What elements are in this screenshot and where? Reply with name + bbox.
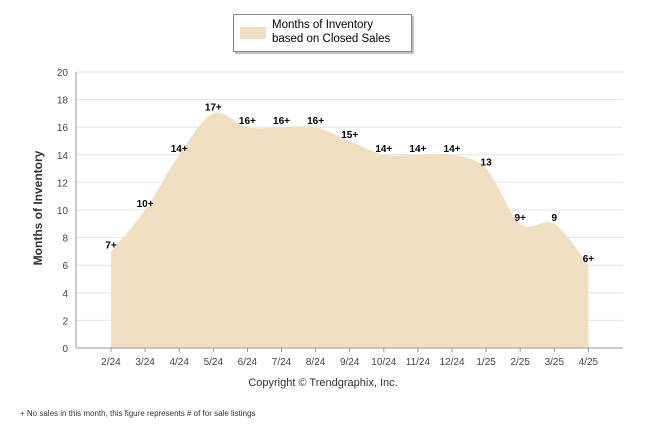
copyright-text: Copyright © Trendgraphix, Inc.: [248, 377, 398, 389]
x-tick-label: 5/24: [204, 357, 224, 368]
data-label: 17+: [205, 102, 222, 113]
data-label: 16+: [273, 116, 290, 127]
data-label: 13: [481, 158, 493, 169]
x-tick-label: 6/24: [238, 357, 258, 368]
y-tick-label: 20: [57, 68, 69, 79]
y-tick-label: 6: [62, 261, 68, 272]
x-tick-label: 9/24: [340, 357, 360, 368]
x-tick-label: 4/25: [579, 357, 599, 368]
y-tick-label: 10: [57, 206, 69, 217]
x-tick-label: 2/25: [510, 357, 530, 368]
x-tick-label: 4/24: [169, 357, 189, 368]
y-tick-label: 16: [57, 123, 69, 134]
area-fill: [111, 112, 589, 348]
legend: Months of Inventory based on Closed Sale…: [233, 14, 412, 52]
data-label: 15+: [341, 130, 358, 141]
data-labels: 7+ 10+ 14+ 17+ 16+ 16+ 16+ 15+ 14+ 14+ 14+ 13 9+ 9 6+: [105, 102, 594, 265]
footnote: + No sales in this month, this figure re…: [20, 409, 256, 418]
y-axis-label: Months of Inventory: [31, 150, 45, 266]
data-label: 16+: [239, 116, 256, 127]
data-label: 7+: [105, 240, 117, 251]
y-tick-label: 18: [57, 96, 69, 107]
x-tick-label: 11/24: [406, 357, 431, 368]
y-tick-label: 4: [62, 289, 68, 300]
axes: [75, 72, 623, 352]
data-label: 14+: [375, 144, 392, 155]
x-tick-label: 12/24: [439, 357, 464, 368]
data-label: 14+: [409, 144, 426, 155]
y-tick-label: 0: [62, 344, 68, 355]
data-label: 9+: [514, 213, 526, 224]
y-tick-labels: 0 2 4 6 8 10 12 14 16 18 20: [57, 68, 69, 355]
area-series: [111, 112, 589, 348]
x-tick-label: 3/25: [545, 357, 565, 368]
x-tick-label: 2/24: [101, 357, 121, 368]
data-label: 16+: [307, 116, 324, 127]
data-label: 9: [552, 213, 558, 224]
x-tick-label: 7/24: [272, 357, 292, 368]
y-tick-label: 14: [57, 151, 69, 162]
data-label: 6+: [583, 254, 595, 265]
y-tick-label: 12: [57, 178, 69, 189]
data-label: 14+: [171, 144, 188, 155]
data-label: 14+: [444, 144, 461, 155]
x-tick-label: 10/24: [371, 357, 396, 368]
x-tick-label: 1/25: [476, 357, 496, 368]
legend-label: Months of Inventory based on Closed Sale…: [272, 19, 391, 45]
data-label: 10+: [137, 199, 154, 210]
legend-swatch: [240, 27, 266, 39]
x-tick-label: 8/24: [306, 357, 326, 368]
y-tick-label: 8: [62, 234, 68, 245]
x-tick-label: 3/24: [135, 357, 155, 368]
y-tick-label: 2: [62, 316, 68, 327]
x-tick-labels: 2/24 3/24 4/24 5/24 6/24 7/24 8/24 9/24 10/24 11/…: [101, 357, 598, 368]
